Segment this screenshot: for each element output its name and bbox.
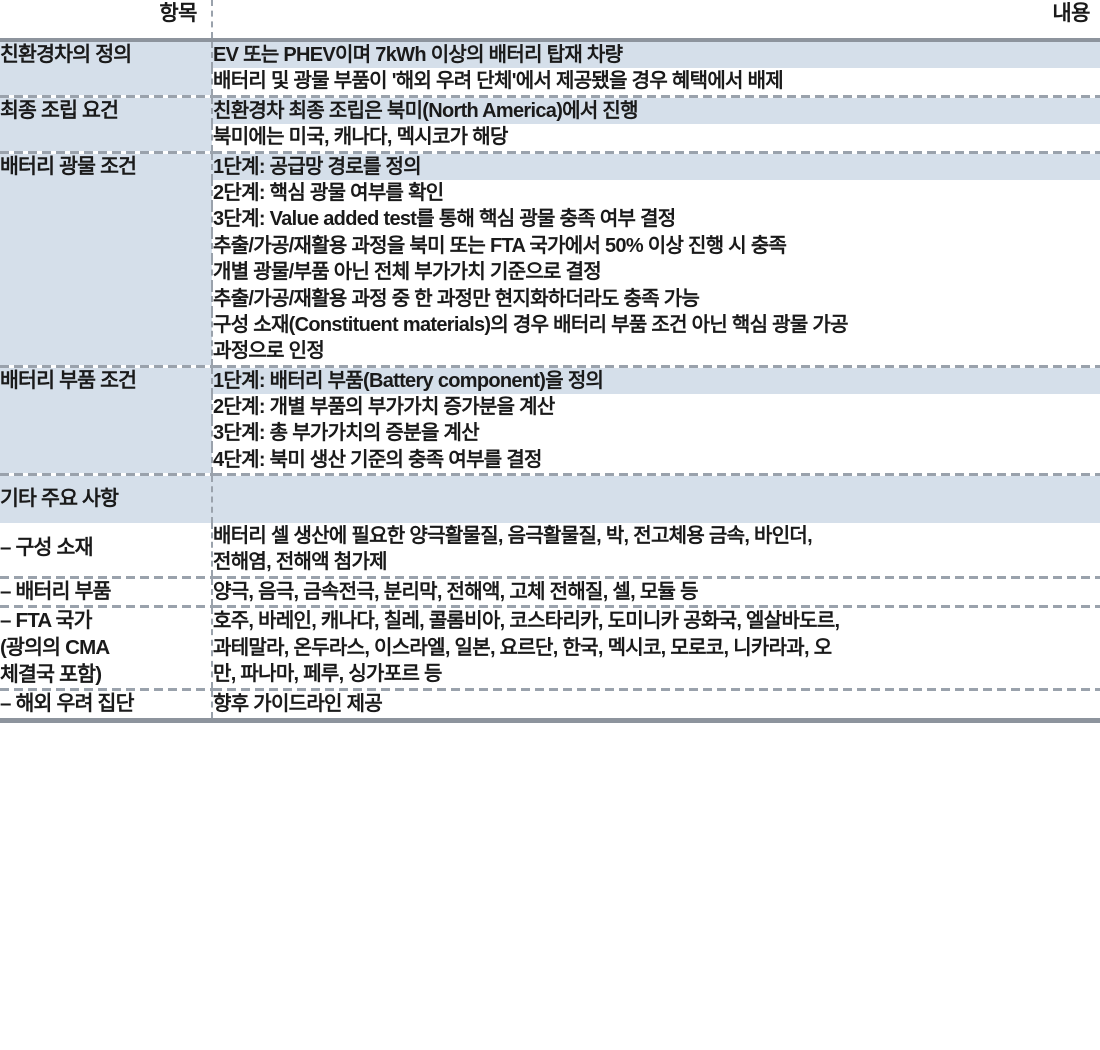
group-separator [0, 150, 1100, 154]
table-row: 배터리 광물 조건 1단계: 공급망 경로를 정의 [0, 153, 1100, 365]
table-row: 4단계: 북미 생산 기준의 충족 여부를 결정 [0, 446, 1100, 474]
table-row: – 구성 소재 배터리 셀 생산에 필요한 양극활물질, 음극활물질, 박, 전… [0, 522, 1100, 576]
separator-content-side [212, 94, 1100, 98]
group-label-constituent-materials: – 구성 소재 [0, 522, 213, 576]
separator-label-side [0, 688, 213, 692]
cell-battery-component-1: 2단계: 개별 부품의 부가가치 증가분을 계산 [212, 394, 1100, 421]
cell-constituent-materials-0: 배터리 셀 생산에 필요한 양극활물질, 음극활물질, 박, 전고체용 금속, … [212, 522, 1100, 576]
table-row: 3단계: Value added test를 통해 핵심 광물 충족 여부 결정 [0, 206, 1100, 233]
separator-content-side [212, 575, 1100, 579]
cell-battery-mineral-1: 2단계: 핵심 광물 여부를 확인 [212, 179, 1100, 207]
table-header-row: 항목 내용 [0, 0, 1100, 38]
table-row: – 해외 우려 집단 향후 가이드라인 제공 [0, 691, 1100, 718]
separator-content-side [212, 150, 1100, 154]
header-rule [0, 38, 1100, 42]
group-label-eco-vehicle-definition: 친환경차의 정의 [0, 42, 213, 95]
table-row: 배터리 및 광물 부품이 '해외 우려 단체'에서 제공됐을 경우 혜택에서 배… [0, 68, 1100, 95]
table-row: – FTA 국가 (광의의 CMA 체결국 포함) 호주, 바레인, 캐나다, … [0, 608, 1100, 689]
table-row: 2단계: 핵심 광물 여부를 확인 [0, 179, 1100, 207]
cell-eco-vehicle-definition-0: EV 또는 PHEV이며 7kWh 이상의 배터리 탑재 차량 [212, 42, 1100, 69]
cell-battery-mineral-4: 개별 광물/부품 아닌 전체 부가가치 기준으로 결정 [212, 259, 1100, 286]
cell-battery-parts-list-0: 양극, 음극, 금속전극, 분리막, 전해액, 고체 전해질, 셀, 모듈 등 [212, 578, 1100, 606]
cell-final-assembly-1: 북미에는 미국, 캐나다, 멕시코가 해당 [212, 124, 1100, 151]
table-bottom-rule [0, 717, 1100, 723]
group-separator [0, 575, 1100, 579]
group-label-battery-mineral: 배터리 광물 조건 [0, 153, 213, 365]
separator-label-side [0, 364, 213, 368]
cell-battery-mineral-5: 추출/가공/재활용 과정 중 한 과정만 현지화하더라도 충족 가능 [212, 285, 1100, 312]
cell-final-assembly-0: 친환경차 최종 조립은 북미(North America)에서 진행 [212, 97, 1100, 125]
cell-foreign-entity-of-concern-0: 향후 가이드라인 제공 [212, 691, 1100, 718]
group-label-final-assembly: 최종 조립 요건 [0, 97, 213, 151]
cell-battery-mineral-0: 1단계: 공급망 경로를 정의 [212, 153, 1100, 180]
group-label-foreign-entity-of-concern: – 해외 우려 집단 [0, 691, 213, 718]
group-label-battery-component: 배터리 부품 조건 [0, 367, 213, 474]
group-label-other-key-items: 기타 주요 사항 [0, 476, 213, 523]
table-row: 북미에는 미국, 캐나다, 멕시코가 해당 [0, 124, 1100, 151]
group-separator [0, 688, 1100, 692]
table-row: 구성 소재(Constituent materials)의 경우 배터리 부품 … [0, 311, 1100, 365]
table-row: 친환경차의 정의 EV 또는 PHEV이며 7kWh 이상의 배터리 탑재 차량 [0, 42, 1100, 95]
requirements-table: 항목 내용 친환경차의 정의 EV 또는 PHEV이며 7kWh 이상의 배터리… [0, 0, 1100, 723]
cell-battery-mineral-3: 추출/가공/재활용 과정을 북미 또는 FTA 국가에서 50% 이상 진행 시… [212, 232, 1100, 260]
table-row: 추출/가공/재활용 과정을 북미 또는 FTA 국가에서 50% 이상 진행 시… [0, 232, 1100, 260]
header-label-column: 항목 [0, 0, 213, 38]
separator-label-side [0, 575, 213, 579]
group-separator [0, 473, 1100, 477]
cell-battery-component-2: 3단계: 총 부가가치의 증분을 계산 [212, 420, 1100, 447]
header-content-column: 내용 [212, 0, 1100, 38]
group-separator [0, 364, 1100, 368]
group-label-fta-countries: – FTA 국가 (광의의 CMA 체결국 포함) [0, 608, 213, 689]
cell-battery-mineral-2: 3단계: Value added test를 통해 핵심 광물 충족 여부 결정 [212, 206, 1100, 233]
separator-content-side [212, 473, 1100, 477]
cell-battery-mineral-6: 구성 소재(Constituent materials)의 경우 배터리 부품 … [212, 311, 1100, 365]
separator-content-side [212, 605, 1100, 609]
table-row: 추출/가공/재활용 과정 중 한 과정만 현지화하더라도 충족 가능 [0, 285, 1100, 312]
cell-eco-vehicle-definition-1: 배터리 및 광물 부품이 '해외 우려 단체'에서 제공됐을 경우 혜택에서 배… [212, 68, 1100, 95]
bottom-rule-bar [0, 717, 1100, 723]
cell-fta-countries-0: 호주, 바레인, 캐나다, 칠레, 콜롬비아, 코스타리카, 도미니카 공화국,… [212, 608, 1100, 689]
separator-label-side [0, 94, 213, 98]
separator-label-side [0, 605, 213, 609]
separator-content-side [212, 688, 1100, 692]
separator-label-side [0, 150, 213, 154]
cell-other-key-items-0 [212, 476, 1100, 523]
cell-battery-component-3: 4단계: 북미 생산 기준의 충족 여부를 결정 [212, 446, 1100, 474]
group-label-battery-parts-list: – 배터리 부품 [0, 578, 213, 606]
table-row: 2단계: 개별 부품의 부가가치 증가분을 계산 [0, 394, 1100, 421]
table-row: 배터리 부품 조건 1단계: 배터리 부품(Battery component)… [0, 367, 1100, 474]
group-separator [0, 94, 1100, 98]
table-row: 개별 광물/부품 아닌 전체 부가가치 기준으로 결정 [0, 259, 1100, 286]
table-row: 최종 조립 요건 친환경차 최종 조립은 북미(North America)에서… [0, 97, 1100, 151]
table-row: – 배터리 부품 양극, 음극, 금속전극, 분리막, 전해액, 고체 전해질,… [0, 578, 1100, 606]
table-row: 기타 주요 사항 [0, 476, 1100, 523]
group-separator [0, 605, 1100, 609]
separator-label-side [0, 473, 213, 477]
separator-content-side [212, 364, 1100, 368]
cell-battery-component-0: 1단계: 배터리 부품(Battery component)을 정의 [212, 367, 1100, 395]
header-underline [0, 38, 1100, 42]
table-row: 3단계: 총 부가가치의 증분을 계산 [0, 420, 1100, 447]
